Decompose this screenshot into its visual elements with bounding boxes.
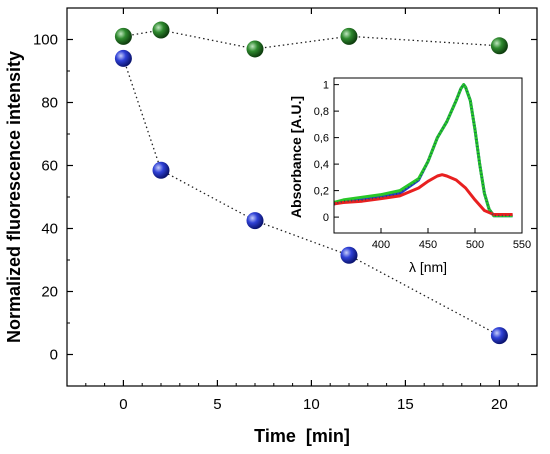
- main-series-points: [114, 21, 508, 345]
- y-tick-label: 20: [41, 284, 58, 301]
- y-tick-label: 80: [41, 95, 58, 112]
- series-1-point: [340, 246, 358, 264]
- inset-y-axis-label: Absorbance [A.U.]: [288, 96, 304, 218]
- inset-x-tick-label: 400: [372, 239, 390, 251]
- series-1-point: [246, 212, 264, 230]
- inset-series-2-line: [333, 173, 513, 216]
- x-tick-label: 5: [213, 396, 221, 413]
- y-tick-label: 60: [41, 158, 58, 175]
- series-0-point: [490, 37, 508, 55]
- series-0-point: [340, 27, 358, 45]
- series-0-point: [152, 21, 170, 39]
- y-tick-label: 40: [41, 221, 58, 238]
- main-series-lines: [122, 29, 500, 337]
- inset-y-tick-label: 0,4: [314, 159, 329, 171]
- inset-y-axis: 0 0,2 0,4 0,6 0,8 1: [314, 80, 339, 224]
- main-y-axis-label: Normalized fluorescence intensity: [4, 51, 24, 343]
- series-0-line: [123, 29, 500, 50]
- inset-chart: 400 450 500 550 0 0,2 0,4 0,6 0,8 1 λ [nm] Absor…: [288, 77, 531, 275]
- inset-x-axis-label: λ [nm]: [409, 259, 447, 275]
- x-tick-label: 15: [397, 396, 414, 413]
- y-tick-label: 0: [50, 347, 58, 364]
- series-1-point: [152, 161, 170, 179]
- inset-x-tick-label: 450: [419, 239, 437, 251]
- inset-y-tick-label: 0,2: [314, 186, 329, 198]
- inset-x-tick-label: 550: [513, 239, 531, 251]
- inset-x-axis: 400 450 500 550: [372, 228, 531, 251]
- inset-x-tick-label: 500: [466, 239, 484, 251]
- inset-series-lines: [333, 82, 513, 218]
- inset-y-tick-label: 1: [323, 80, 329, 92]
- inset-y-tick-label: 0,6: [314, 133, 329, 145]
- x-tick-label: 20: [491, 396, 508, 413]
- series-0-point: [114, 27, 132, 45]
- x-tick-label: 10: [303, 396, 320, 413]
- series-1-point: [490, 327, 508, 345]
- series-0-point: [246, 40, 264, 58]
- y-tick-label: 100: [33, 32, 58, 49]
- inset-y-tick-label: 0: [323, 212, 329, 224]
- inset-background: [334, 78, 522, 233]
- main-x-axis-label: Time [min]: [254, 426, 350, 446]
- main-x-axis: 0 5 10 15 20: [66, 8, 538, 413]
- x-tick-label: 0: [119, 396, 127, 413]
- series-1-point: [114, 49, 132, 67]
- inset-y-tick-label: 0,8: [314, 106, 329, 118]
- inset-series-1-line: [333, 83, 513, 218]
- main-y-axis: 0 20 40 60 80 100: [33, 7, 537, 387]
